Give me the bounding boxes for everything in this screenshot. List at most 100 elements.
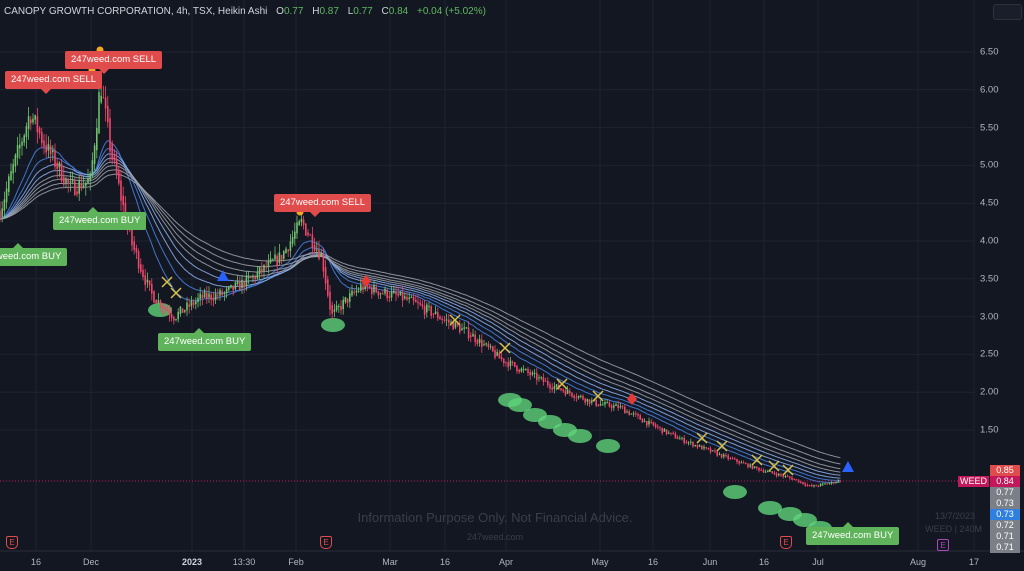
symbol-tag: WEED [958, 476, 989, 487]
candle-body [41, 132, 43, 144]
candle-body [296, 222, 298, 234]
candle-body [500, 357, 503, 360]
candle-body [725, 455, 727, 457]
candle-body [338, 306, 340, 308]
candle-body [342, 299, 344, 310]
candle-body [628, 411, 630, 415]
candle-body [236, 280, 239, 285]
candle-body [349, 293, 351, 302]
candle-body [481, 339, 483, 347]
sell-signal-label: 247weed.com SELL [274, 194, 372, 217]
candle-body [43, 140, 45, 147]
cross-marker [782, 464, 794, 476]
candle-body [109, 118, 111, 152]
price-tick: 2.50 [980, 348, 999, 360]
candle-body [184, 310, 186, 312]
candle-body [280, 254, 283, 261]
candle-body [175, 319, 177, 321]
candle-body [327, 279, 329, 296]
candle-body [690, 441, 692, 443]
chart-settings-button[interactable] [993, 4, 1022, 20]
candle-body [379, 293, 382, 295]
candle-body [285, 248, 287, 254]
candle-body [472, 333, 474, 337]
candle-body [168, 310, 171, 316]
candle-body [406, 296, 408, 300]
candle-body [749, 464, 751, 467]
candle-body [162, 306, 164, 309]
buy-zone-dot [508, 398, 532, 412]
cross-marker [716, 440, 728, 452]
candle-body [208, 293, 210, 298]
candle-body [533, 372, 536, 374]
candle-body [21, 141, 23, 146]
candle-body [659, 427, 661, 429]
candle-body [571, 392, 573, 397]
candle-body [234, 282, 237, 290]
candle-body [122, 195, 124, 206]
buy-signal-label: 247weed.com BUY [53, 207, 147, 230]
candle-body [461, 328, 463, 331]
candle-body [243, 281, 245, 288]
candle-body [619, 406, 622, 408]
candle-body [795, 479, 798, 481]
candle-body [569, 390, 571, 394]
candle-body [452, 321, 454, 330]
candle-body [148, 280, 151, 286]
time-tick: 2023 [181, 557, 203, 567]
candle-body [540, 377, 542, 379]
candle-body [19, 144, 21, 149]
candle-body [164, 307, 166, 309]
candle-body [357, 290, 360, 292]
candle-body [98, 92, 100, 134]
change-value: +0.04 (+5.02%) [416, 6, 486, 17]
candle-body [698, 445, 701, 447]
candle-body [564, 390, 567, 395]
candle-body [747, 463, 749, 468]
candle-body [663, 428, 666, 432]
candle-body [632, 413, 635, 415]
candle-body [157, 300, 160, 303]
time-tick: 16 [30, 557, 42, 567]
candle-body [91, 160, 94, 176]
candle-body [536, 372, 538, 381]
candle-body [657, 426, 659, 428]
candle-body [258, 267, 261, 274]
buy-signal-label: 247weed.com BUY [0, 243, 68, 266]
candle-body [793, 479, 795, 481]
candle-body [525, 369, 527, 371]
candle-body [830, 481, 833, 484]
candle-body [206, 292, 208, 299]
candle-body [701, 445, 703, 450]
candle-body [192, 302, 195, 305]
candle-body [27, 116, 30, 129]
candle-body [252, 275, 254, 278]
price-tick: 2.00 [980, 386, 999, 398]
candle-body [340, 306, 342, 311]
candle-body [311, 234, 314, 249]
candle-body [670, 432, 672, 434]
earnings-icon[interactable]: E [780, 536, 792, 549]
series-watermark: WEED | 240M [925, 524, 982, 534]
ema-line [0, 169, 841, 465]
candle-body [331, 305, 333, 314]
earnings-icon[interactable]: E [320, 536, 332, 549]
cross-marker [499, 342, 511, 354]
time-tick: 16 [647, 557, 659, 567]
candle-body [223, 292, 226, 295]
candle-body [201, 294, 204, 299]
candle-body [800, 481, 802, 483]
price-tag: 0.73 [990, 498, 1020, 509]
earnings-upcoming-icon[interactable]: E [937, 539, 949, 551]
candle-body [542, 377, 545, 382]
earnings-icon[interactable]: E [6, 536, 18, 549]
candle-body [131, 228, 133, 246]
candle-body [377, 290, 380, 296]
candle-body [742, 462, 745, 464]
candle-body [30, 119, 32, 124]
candle-body [668, 432, 670, 434]
candle-body [173, 317, 175, 321]
candle-body [560, 388, 562, 390]
candle-body [487, 343, 490, 348]
